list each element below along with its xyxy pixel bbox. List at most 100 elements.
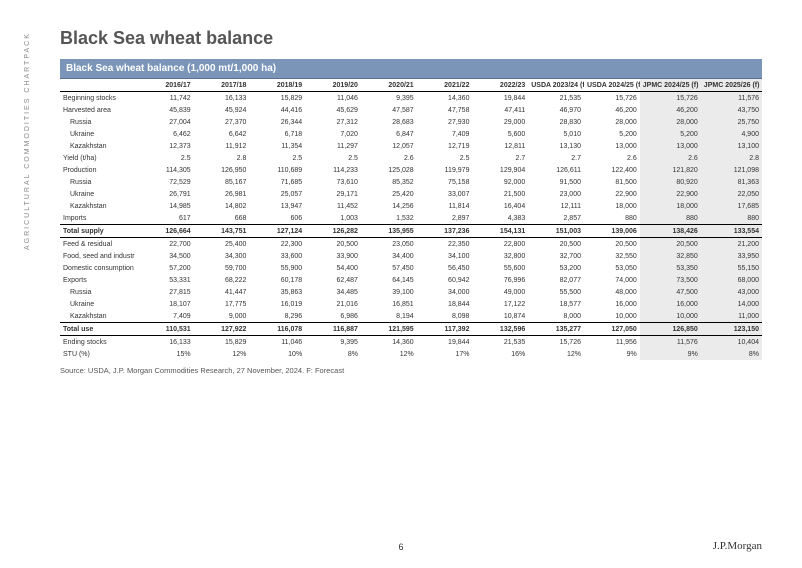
cell: 117,392 — [417, 323, 473, 336]
cell: 22,900 — [640, 188, 701, 200]
row-label: Imports — [60, 212, 138, 225]
cell: 22,300 — [249, 238, 305, 251]
cell: 880 — [640, 212, 701, 225]
cell: 126,611 — [528, 164, 584, 176]
cell: 11,912 — [194, 140, 250, 152]
cell: 8,194 — [361, 310, 417, 323]
cell: 14,360 — [361, 336, 417, 349]
cell: 11,046 — [305, 92, 361, 105]
cell: 143,751 — [194, 225, 250, 238]
row-label: Russia — [60, 286, 138, 298]
cell: 116,078 — [249, 323, 305, 336]
cell: 2.6 — [361, 152, 417, 164]
cell: 1,003 — [305, 212, 361, 225]
cell: 12,111 — [528, 200, 584, 212]
cell: 11,956 — [584, 336, 640, 349]
table-row: Yield (t/ha)2.52.82.52.52.62.52.72.72.62… — [60, 152, 762, 164]
cell: 25,420 — [361, 188, 417, 200]
cell: 32,700 — [528, 250, 584, 262]
cell: 5,010 — [528, 128, 584, 140]
table-row: Domestic consumption57,20059,70055,90054… — [60, 262, 762, 274]
row-label: STU (%) — [60, 348, 138, 360]
table-row: Russia27,81541,44735,86334,48539,10034,0… — [60, 286, 762, 298]
cell: 13,947 — [249, 200, 305, 212]
cell: 8% — [701, 348, 762, 360]
header-row: 2016/172017/182018/192019/202020/212021/… — [60, 79, 762, 92]
cell: 68,000 — [701, 274, 762, 286]
cell: 73,500 — [640, 274, 701, 286]
table-row: Imports6176686061,0031,5322,8974,3832,85… — [60, 212, 762, 225]
cell: 12,719 — [417, 140, 473, 152]
cell: 22,350 — [417, 238, 473, 251]
cell: 151,003 — [528, 225, 584, 238]
cell: 21,535 — [528, 92, 584, 105]
row-label: Kazakhstan — [60, 140, 138, 152]
cell: 46,200 — [640, 104, 701, 116]
cell: 34,500 — [138, 250, 194, 262]
cell: 12,811 — [472, 140, 528, 152]
table-row: Kazakhstan12,37311,91211,35411,29712,057… — [60, 140, 762, 152]
cell: 21,500 — [472, 188, 528, 200]
cell: 53,200 — [528, 262, 584, 274]
cell: 2.5 — [138, 152, 194, 164]
cell: 41,447 — [194, 286, 250, 298]
col-header: 2021/22 — [417, 79, 473, 92]
cell: 34,000 — [417, 286, 473, 298]
cell: 43,750 — [701, 104, 762, 116]
cell: 8,098 — [417, 310, 473, 323]
data-table: 2016/172017/182018/192019/202020/212021/… — [60, 79, 762, 360]
cell: 32,800 — [472, 250, 528, 262]
cell: 2,897 — [417, 212, 473, 225]
cell: 16,000 — [640, 298, 701, 310]
cell: 16,133 — [138, 336, 194, 349]
cell: 4,383 — [472, 212, 528, 225]
cell: 55,600 — [472, 262, 528, 274]
table-row: Total supply126,664143,751127,124126,282… — [60, 225, 762, 238]
cell: 114,305 — [138, 164, 194, 176]
cell: 75,158 — [417, 176, 473, 188]
row-label: Food, seed and industr — [60, 250, 138, 262]
cell: 606 — [249, 212, 305, 225]
cell: 154,131 — [472, 225, 528, 238]
cell: 25,400 — [194, 238, 250, 251]
cell: 33,900 — [305, 250, 361, 262]
row-label: Beginning stocks — [60, 92, 138, 105]
row-label: Feed & residual — [60, 238, 138, 251]
row-label: Domestic consumption — [60, 262, 138, 274]
cell: 11,742 — [138, 92, 194, 105]
cell: 10,000 — [584, 310, 640, 323]
cell: 23,050 — [361, 238, 417, 251]
row-label: Ukraine — [60, 188, 138, 200]
cell: 33,007 — [417, 188, 473, 200]
cell: 18,844 — [417, 298, 473, 310]
col-header: 2017/18 — [194, 79, 250, 92]
cell: 28,683 — [361, 116, 417, 128]
cell: 23,000 — [528, 188, 584, 200]
cell: 6,462 — [138, 128, 194, 140]
cell: 82,077 — [528, 274, 584, 286]
cell: 127,124 — [249, 225, 305, 238]
cell: 76,996 — [472, 274, 528, 286]
table-row: Exports53,33168,22260,17862,48764,14560,… — [60, 274, 762, 286]
table-row: Food, seed and industr34,50034,30033,600… — [60, 250, 762, 262]
row-label: Harvested area — [60, 104, 138, 116]
row-label: Yield (t/ha) — [60, 152, 138, 164]
cell: 72,529 — [138, 176, 194, 188]
cell: 2.6 — [640, 152, 701, 164]
cell: 15,726 — [528, 336, 584, 349]
cell: 18,000 — [640, 200, 701, 212]
cell: 2.5 — [417, 152, 473, 164]
cell: 11,046 — [249, 336, 305, 349]
cell: 121,820 — [640, 164, 701, 176]
cell: 6,718 — [249, 128, 305, 140]
cell: 33,950 — [701, 250, 762, 262]
cell: 45,839 — [138, 104, 194, 116]
table-row: STU (%)15%12%10%8%12%17%16%12%9%9%8% — [60, 348, 762, 360]
cell: 9,395 — [361, 92, 417, 105]
cell: 47,411 — [472, 104, 528, 116]
cell: 22,900 — [584, 188, 640, 200]
cell: 8,296 — [249, 310, 305, 323]
cell: 49,000 — [472, 286, 528, 298]
cell: 33,600 — [249, 250, 305, 262]
cell: 18,107 — [138, 298, 194, 310]
